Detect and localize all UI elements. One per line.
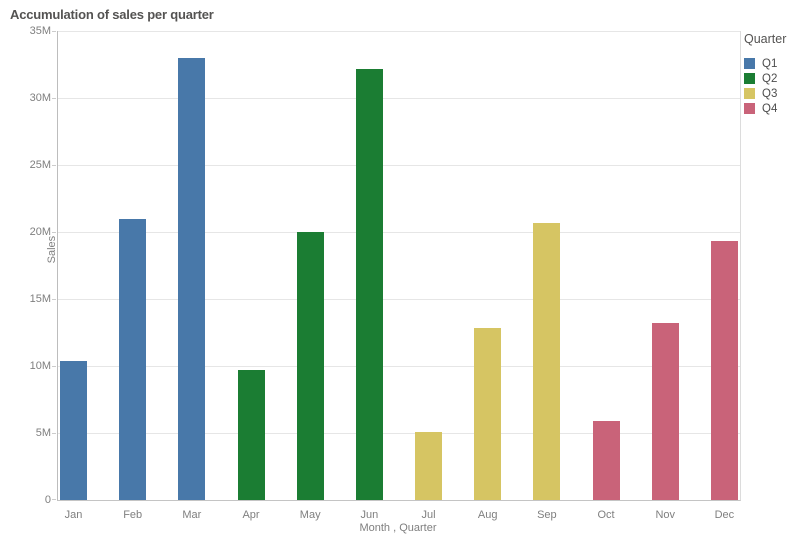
bar-feb[interactable] <box>119 218 147 500</box>
y-tick-mark <box>52 31 56 32</box>
bar-jun[interactable] <box>355 68 383 500</box>
y-tick-mark <box>52 299 56 300</box>
bar-mar[interactable] <box>178 57 206 500</box>
bar-column-dec: Dec <box>710 241 738 521</box>
y-tick-mark <box>52 165 56 166</box>
legend-swatch-q4 <box>744 103 755 114</box>
gridline <box>58 232 740 233</box>
y-axis-tick-label: 0 <box>44 494 51 506</box>
y-axis-tick-label: 10M <box>29 360 51 372</box>
bar-aug[interactable] <box>474 328 502 500</box>
legend-label: Q3 <box>762 87 778 100</box>
y-axis-title: Sales <box>46 235 58 263</box>
x-axis-tick-label: Oct <box>597 509 615 521</box>
legend-swatch-q2 <box>744 73 755 84</box>
x-axis-tick-label: Sep <box>537 509 557 521</box>
bar-apr[interactable] <box>237 370 265 500</box>
bar-dec[interactable] <box>710 241 738 500</box>
legend-label: Q4 <box>762 102 778 115</box>
legend-title: Quarter <box>744 32 787 46</box>
bar-column-feb: Feb <box>119 218 147 521</box>
legend-label: Q2 <box>762 72 778 85</box>
bar-column-nov: Nov <box>651 323 679 521</box>
legend-label: Q1 <box>762 57 778 70</box>
legend-item-q3[interactable]: Q3 <box>744 86 798 101</box>
y-axis-tick-label: 5M <box>35 427 51 439</box>
bar-column-jan: Jan <box>60 360 87 521</box>
bars-container: Jan Feb Mar Apr May Jun Jul Aug Sep Oct Nov Dec <box>58 31 740 521</box>
x-axis-tick-label: Jun <box>360 509 379 521</box>
legend-swatch-q1 <box>744 58 755 69</box>
bar-column-oct: Oct <box>592 420 620 521</box>
bar-column-sep: Sep <box>533 222 561 521</box>
y-axis-tick-label: 30M <box>29 92 51 104</box>
x-axis-tick-label: Feb <box>123 509 143 521</box>
y-axis-tick-label: 20M <box>29 226 51 238</box>
bar-jan[interactable] <box>60 360 87 500</box>
y-axis-tick-label: 35M <box>29 25 51 37</box>
x-axis-tick-label: Jul <box>421 509 436 521</box>
x-axis-tick-label: Aug <box>477 509 498 521</box>
x-axis-tick-label: Apr <box>242 509 260 521</box>
plot-area: Sales Jan Feb Mar Apr May Jun Jul Aug Sep Oct Nov D… <box>46 31 741 521</box>
y-tick-mark <box>52 366 56 367</box>
bar-sep[interactable] <box>533 222 561 500</box>
x-axis-tick-label: Dec <box>714 509 735 521</box>
bar-may[interactable] <box>296 232 324 500</box>
y-axis-tick-label: 15M <box>29 293 51 305</box>
legend-swatch-q3 <box>744 88 755 99</box>
bar-column-jul: Jul <box>415 431 443 521</box>
bar-oct[interactable] <box>592 420 620 500</box>
bar-column-mar: Mar <box>178 57 206 521</box>
legend-item-q4[interactable]: Q4 <box>744 101 798 116</box>
y-tick-mark <box>52 232 56 233</box>
gridline <box>58 433 740 434</box>
legend: Quarter Q1 Q2 Q3 Q4 <box>744 32 798 116</box>
legend-item-q1[interactable]: Q1 <box>744 56 798 71</box>
x-axis-tick-label: May <box>299 509 321 521</box>
gridline <box>58 98 740 99</box>
y-axis-tick-label: 25M <box>29 159 51 171</box>
gridline <box>58 165 740 166</box>
y-tick-mark <box>52 499 56 500</box>
gridline <box>58 31 740 32</box>
x-axis-tick-label: Mar <box>182 509 202 521</box>
gridline <box>58 366 740 367</box>
x-axis-tick-label: Nov <box>655 509 675 521</box>
y-tick-mark <box>52 98 56 99</box>
bar-column-may: May <box>296 232 324 521</box>
legend-item-q2[interactable]: Q2 <box>744 71 798 86</box>
bar-column-aug: Aug <box>474 328 502 521</box>
x-axis-title: Month , Quarter <box>359 522 437 534</box>
gridline <box>58 299 740 300</box>
bar-column-jun: Jun <box>355 68 383 521</box>
x-axis-tick-label: Jan <box>64 509 83 521</box>
y-tick-mark <box>52 433 56 434</box>
bar-jul[interactable] <box>415 431 443 500</box>
chart-title: Accumulation of sales per quarter <box>10 7 214 22</box>
bar-column-apr: Apr <box>237 370 265 521</box>
bar-nov[interactable] <box>651 323 679 500</box>
